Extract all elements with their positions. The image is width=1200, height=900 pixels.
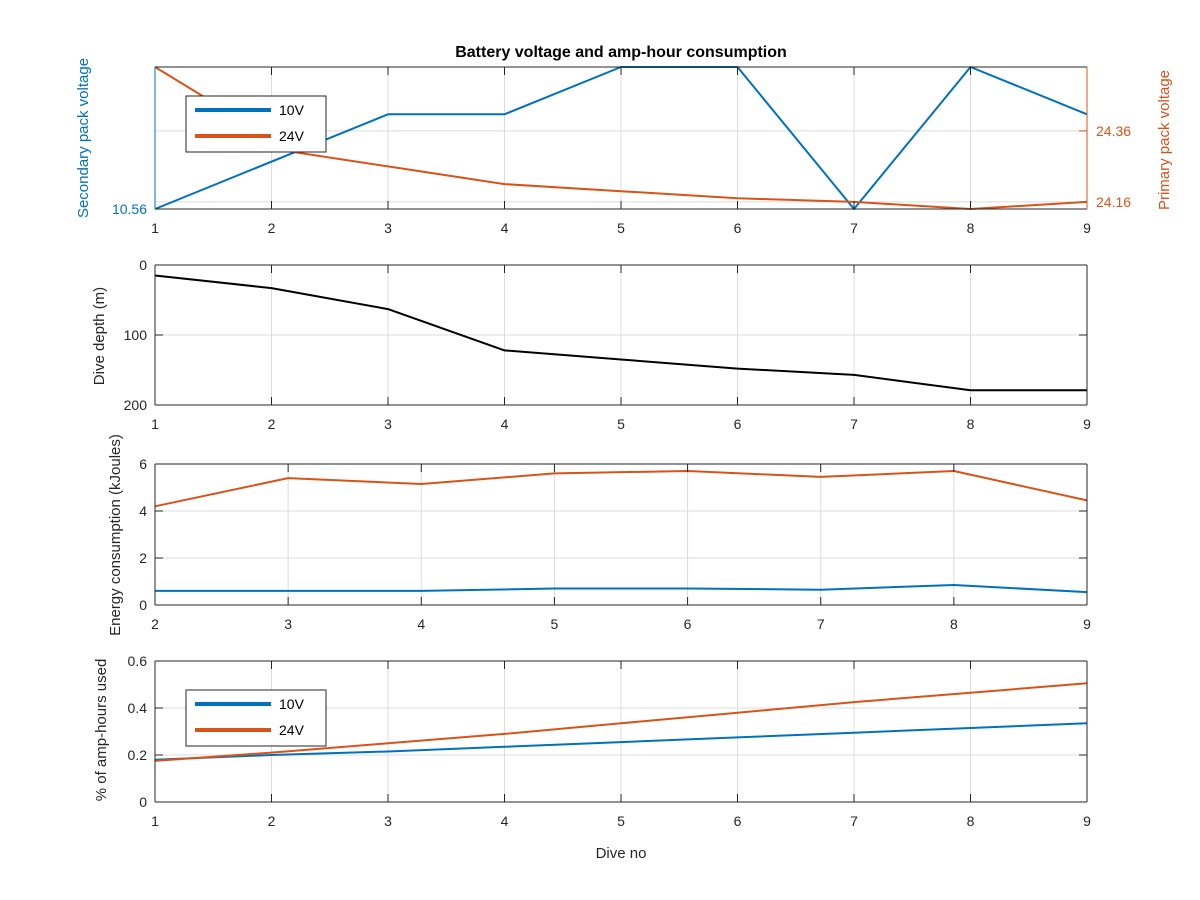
x-tick-label: 7 bbox=[817, 616, 825, 632]
y-tick-label: 0.6 bbox=[128, 653, 148, 669]
x-tick-label: 5 bbox=[551, 616, 559, 632]
x-tick-label: 5 bbox=[617, 416, 625, 432]
x-tick-label: 4 bbox=[417, 616, 425, 632]
series-line-1-0 bbox=[154, 274, 1087, 392]
y-axis-label-amp-hours: % of amp-hours used bbox=[93, 659, 110, 802]
x-tick-label: 3 bbox=[384, 220, 392, 236]
x-tick-label: 7 bbox=[850, 416, 858, 432]
y-tick-label: 10.56 bbox=[112, 201, 147, 217]
x-tick-label: 2 bbox=[151, 616, 159, 632]
x-tick-label: 6 bbox=[734, 416, 742, 432]
series-lines bbox=[154, 66, 1088, 762]
y-tick-label: 6 bbox=[139, 456, 147, 472]
y-tick-label: 0 bbox=[139, 257, 147, 273]
y-axis-label-primary-voltage: Primary pack voltage bbox=[1156, 70, 1173, 210]
x-tick-label: 1 bbox=[151, 813, 159, 829]
x-tick-label: 9 bbox=[1083, 813, 1091, 829]
series-line-2-1 bbox=[155, 584, 1088, 594]
y-tick-label: 200 bbox=[124, 397, 148, 413]
x-tick-label: 5 bbox=[617, 220, 625, 236]
x-tick-label: 3 bbox=[284, 616, 292, 632]
x-tick-label: 9 bbox=[1083, 616, 1091, 632]
series-line-3-0 bbox=[154, 722, 1088, 761]
series-line-3-1 bbox=[154, 682, 1088, 762]
x-tick-label: 2 bbox=[268, 416, 276, 432]
x-tick-label: 9 bbox=[1083, 416, 1091, 432]
x-tick-label: 6 bbox=[734, 220, 742, 236]
x-tick-label: 1 bbox=[151, 220, 159, 236]
y-tick-label: 4 bbox=[139, 503, 147, 519]
x-tick-label: 4 bbox=[501, 416, 509, 432]
y-tick-label: 0 bbox=[139, 597, 147, 613]
x-tick-label: 7 bbox=[850, 813, 858, 829]
x-axis-label-dive-no: Dive no bbox=[596, 845, 647, 862]
x-tick-label: 2 bbox=[268, 220, 276, 236]
y-tick-label: 0.4 bbox=[128, 700, 148, 716]
legend-label: 24V bbox=[279, 722, 305, 738]
x-tick-label: 8 bbox=[950, 616, 958, 632]
legend-box bbox=[185, 689, 327, 747]
x-tick-label: 3 bbox=[384, 813, 392, 829]
x-tick-label: 2 bbox=[268, 813, 276, 829]
y-tick-label: 2 bbox=[139, 550, 147, 566]
y-axis-label-dive-depth: Dive depth (m) bbox=[91, 287, 108, 385]
chart-title: Battery voltage and amp-hour consumption bbox=[455, 44, 787, 61]
x-tick-label: 4 bbox=[501, 220, 509, 236]
x-tick-label: 8 bbox=[967, 220, 975, 236]
legend-label: 24V bbox=[279, 128, 305, 144]
y-tick-label: 24.16 bbox=[1096, 194, 1131, 210]
chart-text: 1 2 3 4 5 6 7 8 9 10.56 24.16 24.36 10V 24V 1 2 3 4 5 6 7 8 9 0… bbox=[112, 95, 1131, 829]
axis-frames bbox=[154, 66, 1088, 803]
y-tick-label: 0.2 bbox=[128, 747, 148, 763]
x-tick-label: 6 bbox=[684, 616, 692, 632]
y-tick-label: 24.36 bbox=[1096, 123, 1131, 139]
x-tick-label: 8 bbox=[967, 416, 975, 432]
x-tick-label: 7 bbox=[850, 220, 858, 236]
x-tick-label: 4 bbox=[501, 813, 509, 829]
x-tick-label: 6 bbox=[734, 813, 742, 829]
y-tick-label: 0 bbox=[139, 794, 147, 810]
legend-label: 10V bbox=[279, 696, 305, 712]
x-tick-label: 9 bbox=[1083, 220, 1091, 236]
y-axis-label-energy: Energy consumption (kJoules) bbox=[107, 434, 124, 636]
y-axis-label-secondary-voltage: Secondary pack voltage bbox=[75, 58, 92, 218]
axes-2-background bbox=[155, 464, 1087, 605]
series-line-2-0 bbox=[154, 470, 1088, 508]
x-tick-label: 8 bbox=[967, 813, 975, 829]
y-tick-label: 100 bbox=[124, 327, 148, 343]
x-tick-label: 5 bbox=[617, 813, 625, 829]
x-tick-label: 1 bbox=[151, 416, 159, 432]
legend-box bbox=[185, 95, 327, 153]
series-line-0-1 bbox=[154, 66, 1088, 210]
legend-label: 10V bbox=[279, 102, 305, 118]
x-tick-label: 3 bbox=[384, 416, 392, 432]
